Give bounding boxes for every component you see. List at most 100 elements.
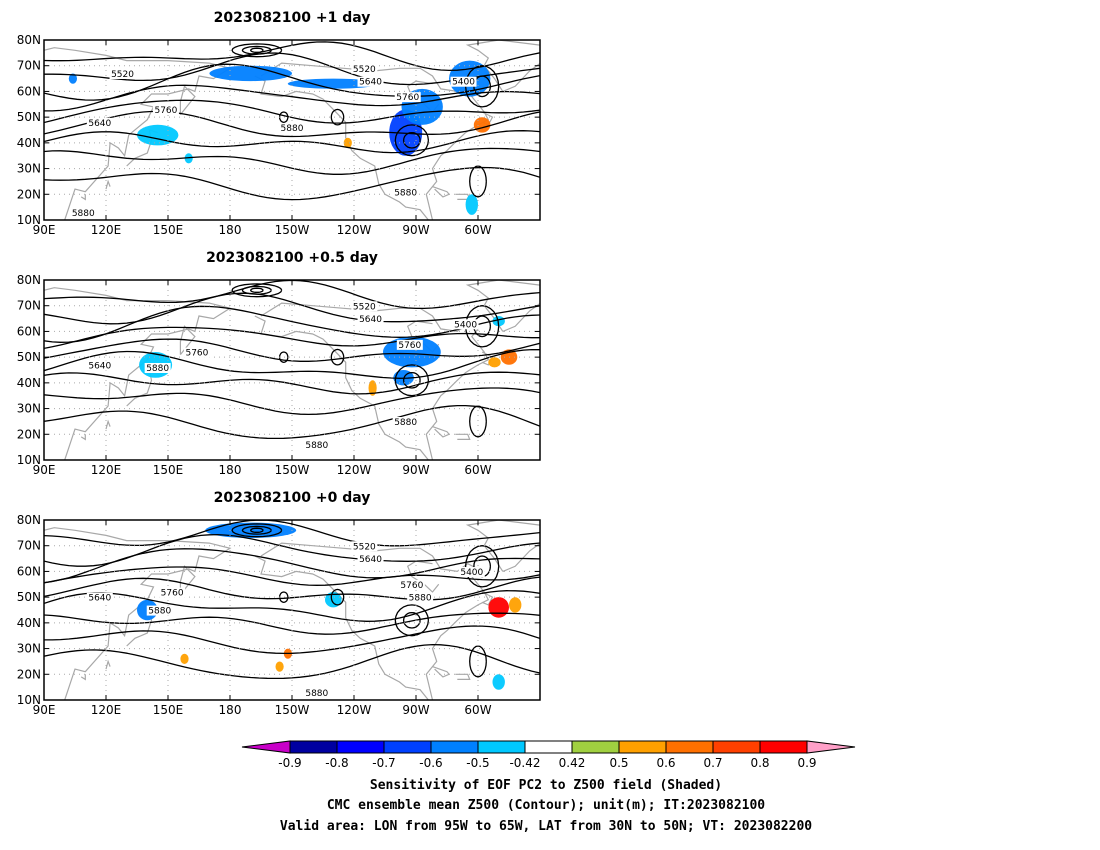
x-tick-label: 90W: [402, 463, 429, 477]
contour-label-bg: [452, 319, 479, 330]
colorbar-tick-label: 0.8: [750, 756, 769, 770]
colorbar-tick-label: -0.8: [325, 756, 348, 770]
colorbar-tick-label: 0.7: [703, 756, 722, 770]
z500-contour: [44, 147, 540, 175]
coastline: [105, 179, 111, 190]
x-tick-label: 120E: [91, 703, 122, 717]
contour-label-bg: [183, 347, 210, 358]
z500-contour: [44, 576, 540, 601]
coastline: [44, 527, 232, 700]
coastline: [80, 674, 86, 681]
contour-label-bg: [351, 63, 378, 74]
z500-contour: [231, 283, 283, 298]
z500-contour: [44, 292, 540, 325]
colorbar-box: [430, 740, 479, 754]
x-tick-label: 150E: [153, 223, 184, 237]
contour-label: 5760: [400, 581, 423, 591]
contour-label-bg: [398, 579, 425, 590]
z500-contour: [44, 84, 540, 112]
contour-label: 5640: [359, 78, 382, 88]
coastline: [465, 520, 540, 572]
x-tick-label: 150E: [153, 463, 184, 477]
y-tick-label: 20N: [17, 667, 41, 681]
contour-label: 5520: [353, 542, 376, 552]
y-tick-label: 10N: [17, 213, 41, 227]
z500-contour: [402, 371, 421, 389]
colorbar-box: [289, 740, 338, 754]
contour-label-bg: [159, 587, 186, 598]
colorbar-box: [571, 740, 620, 754]
z500-contour: [469, 645, 487, 678]
contour-label-bg: [407, 592, 434, 603]
y-tick-label: 40N: [17, 616, 41, 630]
z500-contour: [44, 326, 540, 350]
z500-contour: [44, 387, 540, 416]
coastline: [481, 591, 494, 606]
sensitivity-shading: [68, 73, 77, 84]
contour-label-bg: [146, 605, 173, 616]
coastline: [432, 186, 451, 198]
x-tick-label: 90W: [402, 703, 429, 717]
coastline: [260, 302, 490, 460]
coastline: [254, 555, 429, 700]
z500-contour: [44, 643, 540, 680]
y-tick-label: 50N: [17, 110, 41, 124]
x-tick-label: 90E: [33, 463, 56, 477]
colorbar-box: [383, 740, 432, 754]
contour-label-bg: [392, 187, 419, 198]
contour-label: 5400: [454, 320, 477, 330]
colorbar-box: [759, 740, 808, 754]
colorbar-box: [712, 740, 761, 754]
panel-title: 2023082100 +1 day: [214, 10, 371, 26]
z500-contour: [249, 47, 264, 53]
contour-label-bg: [458, 567, 485, 577]
x-tick-label: 150W: [275, 703, 310, 717]
y-tick-label: 60N: [17, 564, 41, 578]
z500-contour: [249, 287, 264, 293]
contour-label: 5760: [185, 349, 208, 359]
sensitivity-shading: [488, 597, 510, 618]
caption-line2: CMC ensemble mean Z500 (Contour); unit(m…: [327, 798, 765, 813]
coastline: [455, 673, 471, 680]
x-tick-label: 180: [219, 223, 242, 237]
contour-label-bg: [86, 117, 113, 128]
y-tick-label: 80N: [17, 513, 41, 527]
sensitivity-shading: [287, 78, 379, 89]
y-tick-label: 20N: [17, 187, 41, 201]
x-tick-label: 120E: [91, 223, 122, 237]
coastline: [465, 280, 540, 332]
contour-label-bg: [279, 123, 305, 133]
contour-label-bg: [303, 687, 330, 698]
y-tick-label: 80N: [17, 33, 41, 47]
colorbar: -0.9 -0.8 -0.7 -0.6 -0.5 -0.42 0.42 0.5 0.6 0.7 0.…: [241, 740, 856, 770]
colorbar-tick-label: 0.42: [559, 756, 586, 770]
coastline: [432, 426, 451, 438]
caption: Sensitivity of EOF PC2 to Z500 field (Sh…: [280, 778, 812, 834]
colorbar-max-arrow: [806, 740, 856, 754]
caption-line3: Valid area: LON from 95W to 65W, LAT fro…: [280, 819, 812, 834]
contour-label: 5880: [146, 364, 169, 374]
z500-contour: [231, 523, 283, 538]
colorbar-tick-label: -0.6: [419, 756, 442, 770]
sensitivity-shading: [343, 137, 352, 148]
contour-label: 5760: [154, 106, 177, 116]
z500-contour: [44, 99, 540, 124]
x-tick-label: 150W: [275, 463, 310, 477]
coastline: [80, 194, 86, 201]
sensitivity-shading: [368, 380, 377, 396]
colorbar-min-arrow: [241, 740, 291, 754]
contour-label: 5880: [281, 124, 304, 134]
z500-contour: [330, 588, 345, 606]
z500-contour: [473, 555, 492, 578]
coastline: [260, 542, 490, 700]
y-tick-label: 70N: [17, 539, 41, 553]
contour-label-bg: [394, 92, 421, 103]
z500-contour: [330, 348, 345, 366]
contour-label: 5880: [394, 418, 417, 428]
colorbar-box: [477, 740, 526, 754]
contour-label: 5880: [409, 594, 432, 604]
z500-contour: [44, 130, 540, 154]
map-panel-3: 2023082100 +0 day 5520 5640 5400 5760 5880 576…: [17, 490, 541, 717]
contour-label-bg: [357, 554, 384, 565]
z500-contour: [394, 604, 430, 637]
